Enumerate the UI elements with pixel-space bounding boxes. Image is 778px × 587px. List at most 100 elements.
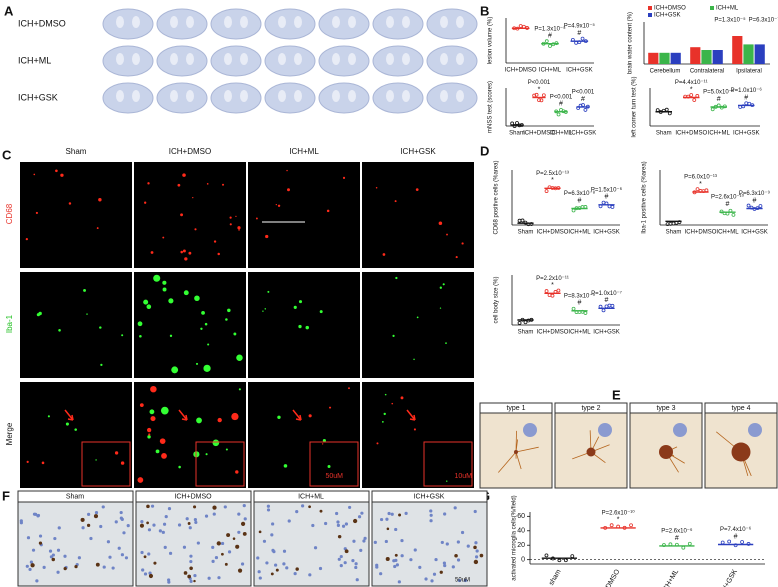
fluorescence-image: [362, 162, 474, 268]
stained-cell: [237, 568, 243, 573]
stained-cell: [394, 553, 398, 557]
cell-signal: [144, 201, 147, 204]
column-label: Sham: [66, 147, 87, 156]
stained-cell: [308, 505, 311, 509]
brain-slice-detail: [116, 90, 124, 102]
fluorescence-image: [362, 272, 474, 378]
stained-cell: [139, 523, 145, 528]
stained-cell: [51, 557, 56, 562]
nucleus: [400, 538, 404, 543]
nucleus: [26, 536, 31, 540]
stained-cell: [187, 574, 192, 579]
cell-signal: [376, 442, 379, 445]
cell-signal: [147, 427, 152, 433]
nucleus: [274, 563, 278, 567]
x-tick-label: ICH+DMSO: [675, 131, 707, 137]
sig-label: *: [551, 177, 554, 184]
inset: [81, 441, 131, 487]
cell-signal: [120, 461, 125, 465]
cell-signal: [207, 343, 210, 346]
cell-signal: [203, 364, 211, 372]
x-tick-label: Sham: [666, 230, 682, 236]
cell-signal: [74, 428, 77, 431]
cell-signal: [41, 461, 45, 465]
nucleus: [185, 517, 189, 521]
brain-slice: [210, 45, 262, 77]
cell-signal: [137, 477, 144, 483]
nucleus: [257, 570, 261, 574]
panel-label: A: [4, 3, 14, 18]
fluorescence-image: [20, 162, 132, 268]
x-tick-label: ICH+ML: [550, 131, 573, 137]
brain-slice-detail: [116, 53, 124, 65]
row-label: ICH+GSK: [18, 92, 58, 102]
cell-signal: [235, 470, 239, 474]
dot-decoration: [758, 204, 763, 208]
nucleus: [336, 523, 340, 527]
brain-slice-detail: [402, 16, 410, 28]
dot-decoration: [548, 44, 552, 48]
nucleus: [141, 568, 145, 572]
p-label: P=2.6x10⁻¹⁰: [711, 194, 745, 201]
cell-signal: [150, 416, 156, 422]
row-label: Iba-1: [5, 314, 14, 333]
nucleus: [119, 510, 123, 515]
cell-signal: [229, 223, 232, 226]
p-label: P<0.001: [528, 80, 551, 86]
sig-label: *: [690, 86, 693, 93]
fluorescence-image: [248, 272, 360, 378]
cell-signal: [188, 251, 192, 255]
cell-signal: [180, 250, 183, 254]
nucleus: [35, 579, 39, 583]
stained-cell: [224, 562, 228, 566]
nucleus: [324, 521, 328, 526]
nucleus: [271, 522, 275, 526]
cell-signal: [327, 465, 331, 469]
nucleus: [189, 554, 193, 558]
cell-signal: [162, 236, 165, 239]
cell-signal: [139, 403, 144, 408]
dot-decoration: [570, 554, 575, 558]
stained-cell: [242, 531, 247, 536]
stained-cell: [38, 541, 43, 545]
legend-label: ICH+DMSO: [654, 6, 686, 12]
nucleus: [81, 526, 85, 530]
stained-cell: [319, 509, 323, 513]
p-label: P=1.3x10⁻⁵: [714, 17, 746, 24]
stained-cell: [153, 561, 157, 565]
dot-decoration: [571, 208, 576, 213]
brain-slice: [156, 82, 208, 114]
nucleus: [101, 505, 105, 509]
nucleus: [373, 540, 377, 545]
cell-signal: [264, 308, 266, 310]
arrow: [406, 409, 416, 421]
brain-slice-detail: [440, 90, 448, 102]
soma: [514, 450, 518, 454]
brain-slice-detail: [186, 16, 194, 28]
nucleus: [337, 557, 341, 561]
brain-slice-detail: [294, 16, 302, 28]
legend-swatch: [710, 6, 714, 10]
cell-signal: [262, 310, 264, 312]
x-tick-label: ICH+DMSO: [597, 568, 622, 587]
stained-cell: [226, 533, 231, 538]
process: [515, 446, 539, 453]
nucleus: [354, 565, 358, 570]
fluorescence-image: [134, 162, 246, 268]
brain-slice: [372, 45, 424, 77]
brain-slice: [210, 8, 262, 40]
p-label: P=1.0x10⁻⁷: [591, 290, 622, 297]
dot-decoration: [537, 98, 541, 103]
stained-cell: [63, 566, 67, 571]
x-tick-label: Ipsilateral: [736, 69, 762, 75]
dot-decoration: [534, 92, 539, 97]
cell-signal: [382, 253, 386, 256]
dot-decoration: [710, 107, 715, 112]
x-tick-label: ICH+DMSO: [537, 230, 569, 236]
cell-signal: [168, 298, 174, 304]
x-tick-label: ICH+ML: [661, 568, 680, 587]
dot-decoration: [541, 93, 546, 98]
nucleus: [193, 517, 197, 522]
nucleus: [152, 523, 156, 527]
brain-slice: [426, 8, 478, 40]
